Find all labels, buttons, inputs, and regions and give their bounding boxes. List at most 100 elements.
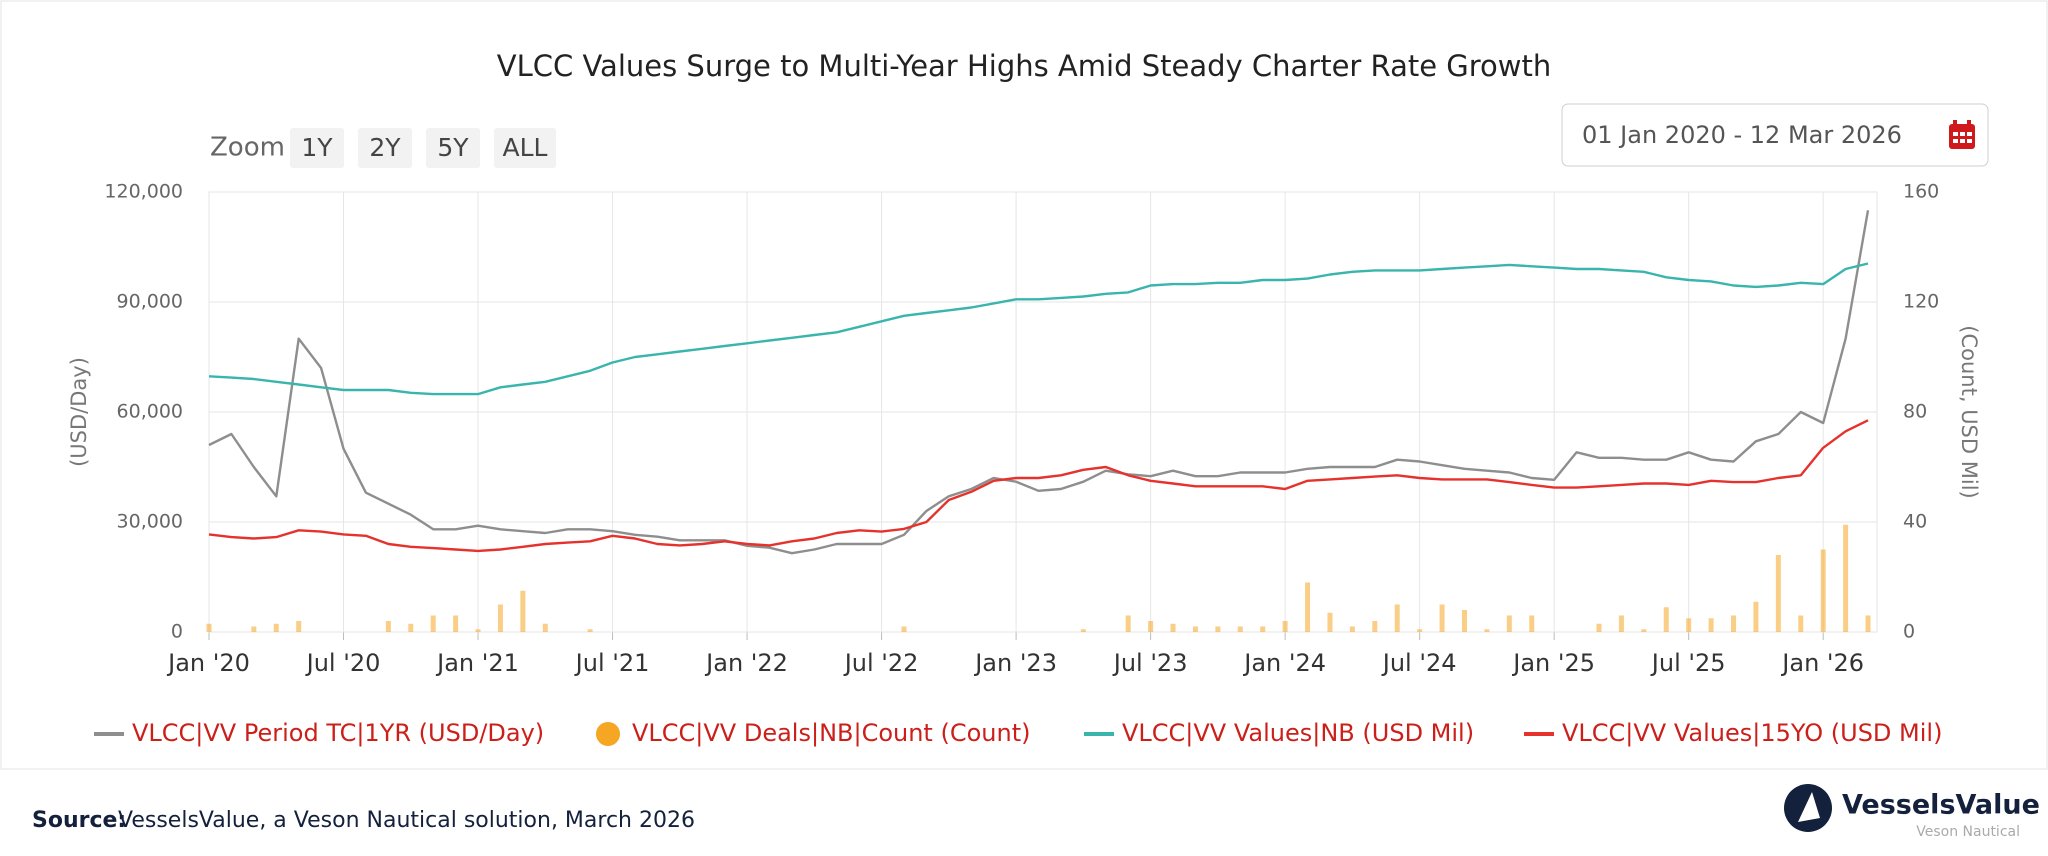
x-tick-label: Jul '24 xyxy=(1381,649,1457,677)
legend-swatch[interactable] xyxy=(596,722,620,746)
y-tick-label: 90,000 xyxy=(117,291,183,313)
bar xyxy=(1192,626,1198,632)
zoom-button-label[interactable]: 5Y xyxy=(437,133,469,162)
y2-tick-label: 40 xyxy=(1903,511,1927,533)
zoom-button[interactable] xyxy=(358,128,412,168)
bar xyxy=(1327,612,1333,632)
y2-tick-label: 80 xyxy=(1903,401,1927,423)
y-axis-title: (USD/Day) xyxy=(67,357,91,467)
x-tick-label: Jul '23 xyxy=(1112,649,1188,677)
zoom-button-label[interactable]: 1Y xyxy=(301,133,333,162)
y2-tick-label: 120 xyxy=(1903,291,1939,313)
zoom-button-label[interactable]: ALL xyxy=(503,133,548,162)
x-tick-label: Jan '23 xyxy=(973,649,1057,677)
x-tick-label: Jul '20 xyxy=(305,649,381,677)
line xyxy=(208,210,1870,555)
zoom-button[interactable] xyxy=(426,128,480,168)
bar xyxy=(1080,629,1086,632)
bar xyxy=(1843,524,1849,632)
date-range[interactable]: 01 Jan 2020 - 12 Mar 2026 xyxy=(1582,121,1902,149)
x-tick-label: Jan '24 xyxy=(1242,649,1326,677)
bar xyxy=(1820,549,1826,632)
logo-icon xyxy=(1784,784,1832,832)
y2-tick-label: 160 xyxy=(1903,181,1939,203)
logo-sub: Veson Nautical xyxy=(1916,824,2020,840)
y2-axis-title: (Count, USD Mil) xyxy=(1957,325,1981,498)
bar xyxy=(1125,615,1131,632)
bar xyxy=(1529,615,1535,632)
legend: VLCC|VV Period TC|1YR (USD/Day) VLCC|VV D… xyxy=(94,719,1942,747)
bar xyxy=(1708,618,1714,632)
bar xyxy=(1237,626,1243,632)
bar xyxy=(1260,626,1266,632)
chart-title: VLCC Values Surge to Multi-Year Highs Am… xyxy=(497,49,1552,83)
bar xyxy=(475,629,481,632)
bar xyxy=(1394,604,1400,632)
bar xyxy=(1484,629,1490,632)
x-tick-label: Jul '22 xyxy=(843,649,919,677)
y2-tick-label: 0 xyxy=(1903,621,1915,643)
bar xyxy=(1439,604,1445,632)
bar xyxy=(542,623,548,632)
bar xyxy=(1349,626,1355,632)
x-tick-label: Jan '26 xyxy=(1780,649,1864,677)
bar xyxy=(408,623,414,632)
bar xyxy=(1461,610,1467,632)
legend-label[interactable]: VLCC|VV Values|NB (USD Mil) xyxy=(1122,719,1474,747)
date-range-box[interactable] xyxy=(1561,103,1989,167)
x-tick-label: Jan '25 xyxy=(1511,649,1595,677)
bar xyxy=(1148,621,1154,632)
bar xyxy=(1417,629,1423,632)
bar xyxy=(1753,601,1759,632)
logo-name: VesselsValue xyxy=(1842,790,2040,821)
bar xyxy=(1215,626,1221,632)
bar xyxy=(385,621,391,632)
y-tick-label: 60,000 xyxy=(117,401,183,423)
line xyxy=(208,419,1869,553)
bar xyxy=(251,626,257,632)
x-tick-label: Jan '22 xyxy=(704,649,788,677)
zoom-group: 1Y 2Y 5Y ALL xyxy=(290,128,556,168)
source-label: Source: xyxy=(32,808,126,833)
legend-label[interactable]: VLCC|VV Period TC|1YR (USD/Day) xyxy=(132,719,544,747)
bar xyxy=(1170,623,1176,632)
bar xyxy=(206,623,212,632)
bar xyxy=(1731,615,1737,632)
bar xyxy=(497,604,503,632)
bar xyxy=(587,629,593,632)
legend-label[interactable]: VLCC|VV Values|15YO (USD Mil) xyxy=(1562,719,1942,747)
x-tick-label: Jul '21 xyxy=(574,649,650,677)
source-text: VesselsValue, a Veson Nautical solution,… xyxy=(118,808,695,833)
x-tick-label: Jul '25 xyxy=(1650,649,1726,677)
legend-label[interactable]: VLCC|VV Deals|NB|Count (Count) xyxy=(632,719,1030,747)
y-tick-label: 0 xyxy=(171,621,183,643)
x-tick-label: Jan '20 xyxy=(166,649,250,677)
bar xyxy=(1618,615,1624,632)
calendar-icon[interactable] xyxy=(1949,120,1975,149)
y-tick-label: 120,000 xyxy=(104,181,183,203)
bar xyxy=(1865,615,1871,632)
bar xyxy=(273,623,279,632)
bar xyxy=(1372,621,1378,632)
bar xyxy=(1596,623,1602,632)
bar xyxy=(1663,607,1669,632)
zoom-label: Zoom xyxy=(210,133,285,163)
bar xyxy=(1775,555,1781,632)
bar xyxy=(1686,618,1692,632)
bar xyxy=(1506,615,1512,632)
bar xyxy=(520,590,526,632)
zoom-button[interactable] xyxy=(494,128,556,168)
bar xyxy=(901,626,907,632)
bar xyxy=(1641,629,1647,632)
bar xyxy=(1282,621,1288,632)
bar xyxy=(453,615,459,632)
plot xyxy=(206,210,1871,632)
bar xyxy=(1798,615,1804,632)
line xyxy=(208,262,1869,396)
zoom-button[interactable] xyxy=(290,128,344,168)
zoom-button-label[interactable]: 2Y xyxy=(369,133,401,162)
bar xyxy=(296,621,302,632)
grid: 0 30,000 60,000 90,000 120,000 0 40 80 120 160 Jan… xyxy=(104,181,1939,678)
